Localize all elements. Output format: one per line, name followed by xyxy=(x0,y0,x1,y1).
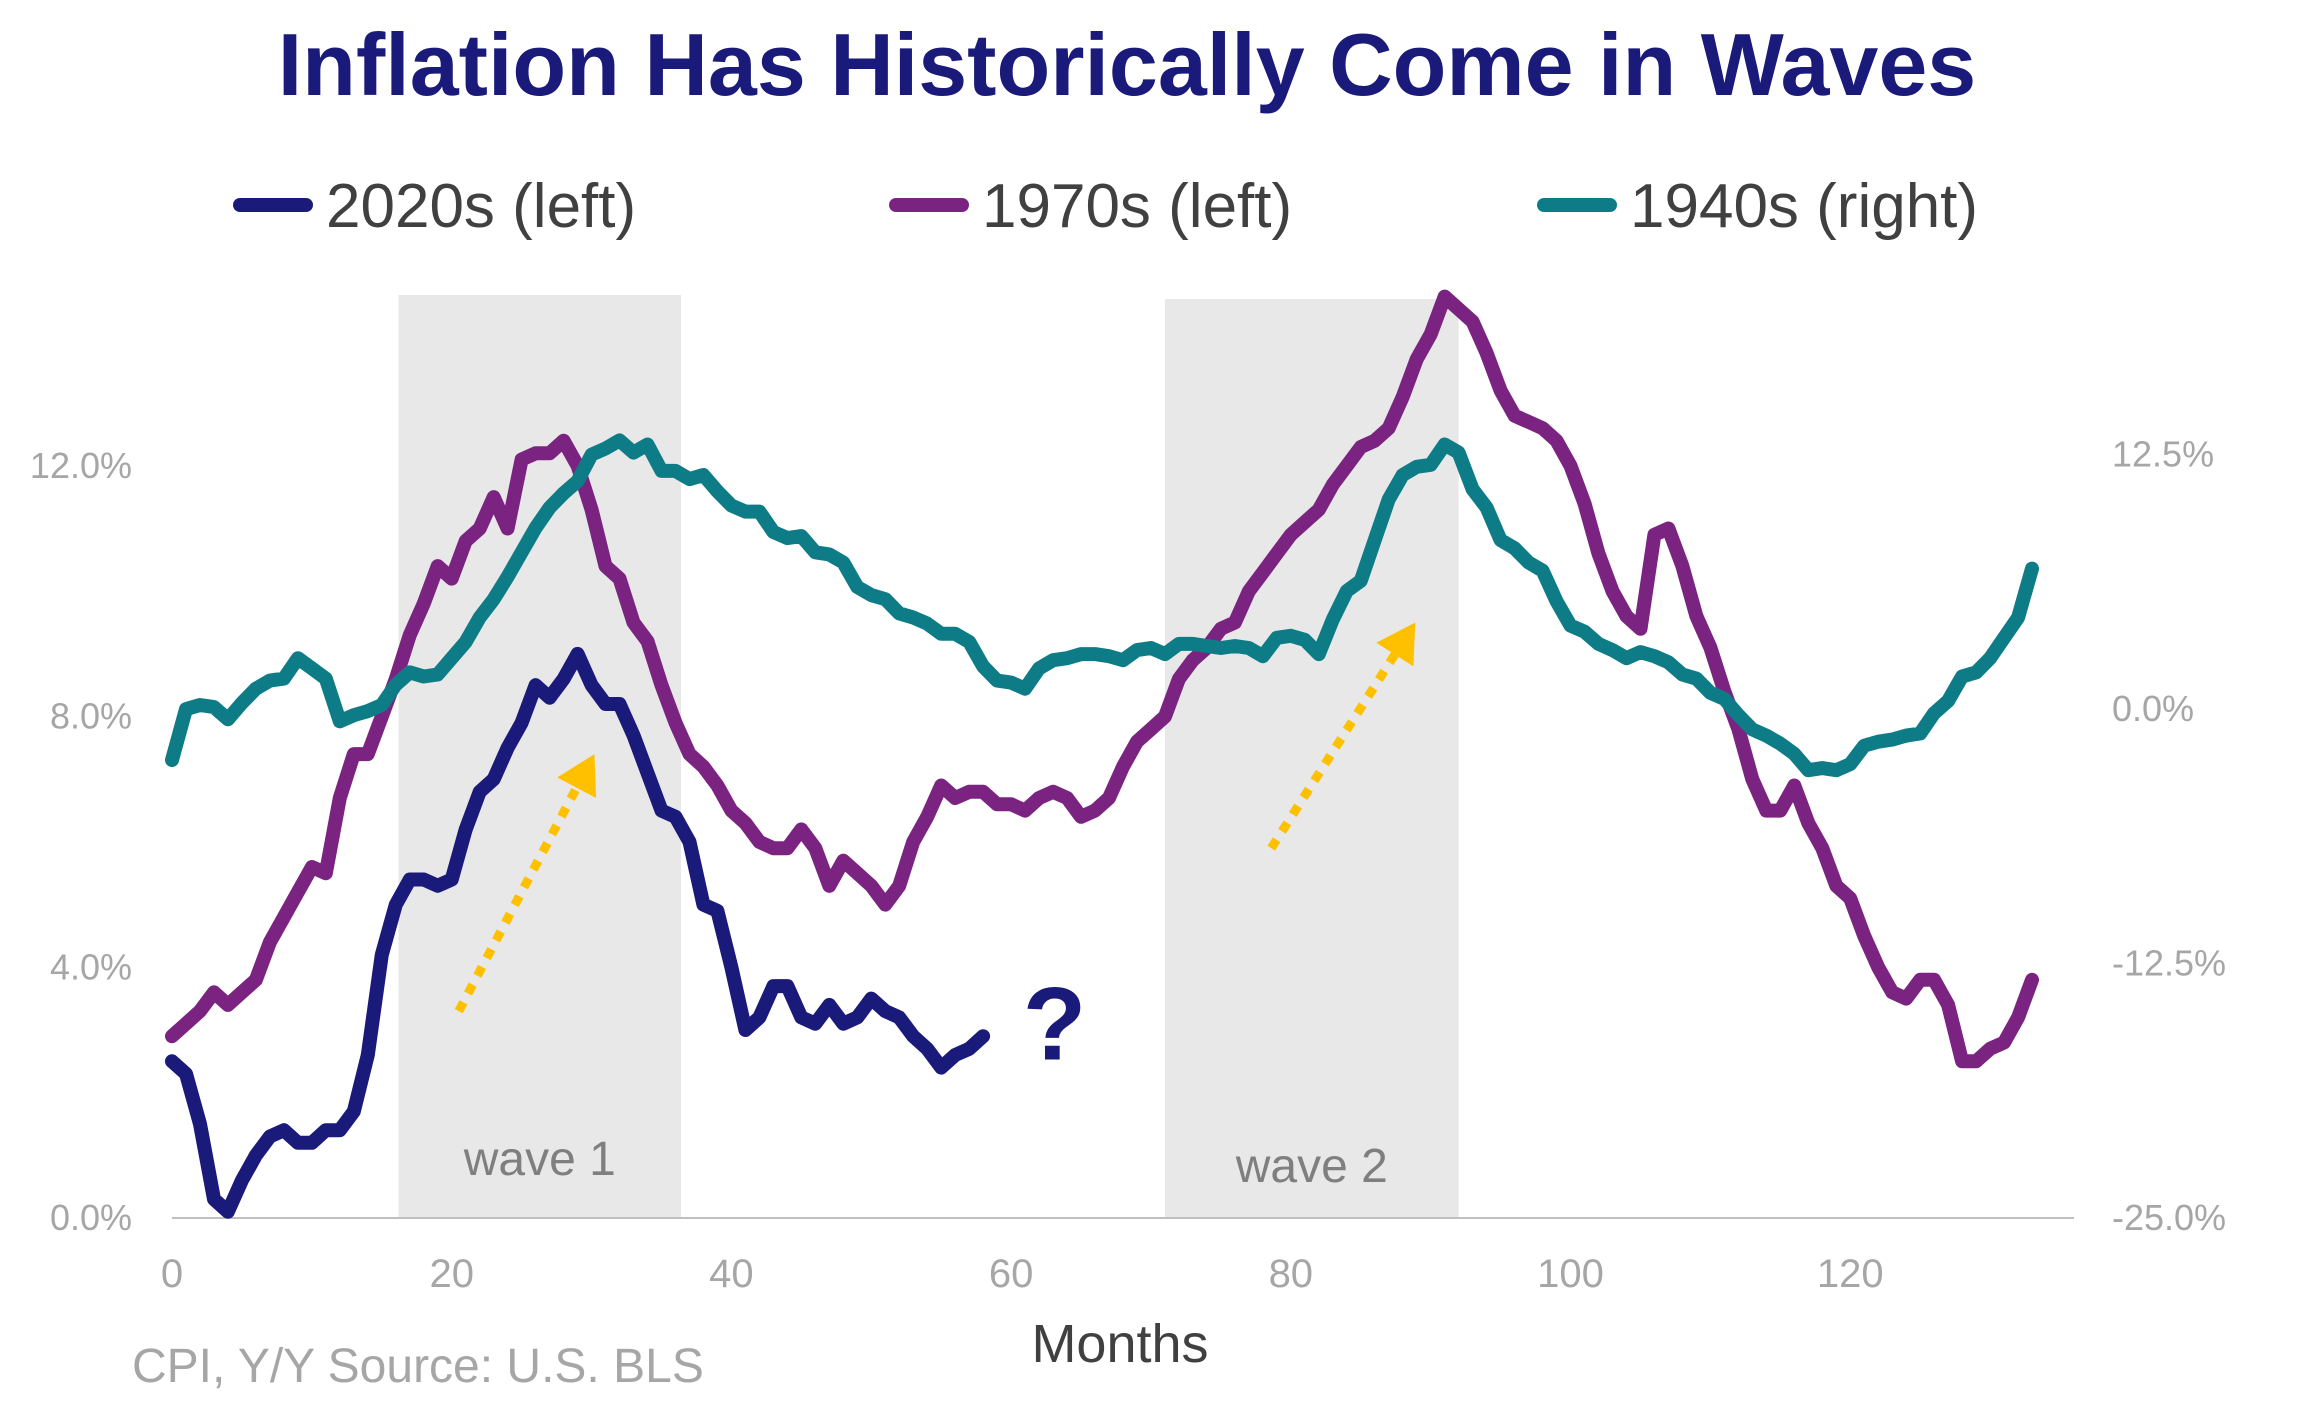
x-tick-label: 100 xyxy=(1537,1252,1604,1296)
legend-label-1: 2020s (left) xyxy=(326,172,636,241)
x-tick-label: 80 xyxy=(1269,1252,1314,1296)
series-line-1940s xyxy=(165,433,2039,778)
x-tick-label: 60 xyxy=(989,1252,1034,1296)
x-axis-label: Months xyxy=(1031,1314,1208,1374)
legend-label-3: 1940s (right) xyxy=(1630,172,1978,241)
y-left-tick-label: 12.0% xyxy=(30,445,132,486)
chart-title: Inflation Has Historically Come in Waves xyxy=(278,15,1977,114)
question-mark-annotation: ? xyxy=(1023,967,1087,1083)
shaded-region-2 xyxy=(1164,299,1459,1219)
shaded-region-label-2: wave 2 xyxy=(1235,1140,1388,1193)
legend-label-2: 1970s (left) xyxy=(982,172,1292,241)
trend-arrow-head-2 xyxy=(1376,622,1416,667)
x-tick-label: 0 xyxy=(161,1252,183,1296)
x-tick-label: 20 xyxy=(429,1252,474,1296)
series-line-1970s xyxy=(165,289,2039,1069)
source-note: CPI, Y/Y Source: U.S. BLS xyxy=(132,1340,704,1393)
y-right-tick-label: -12.5% xyxy=(2112,943,2226,984)
y-right-tick-label: 12.5% xyxy=(2112,434,2214,475)
y-right-tick-label: -25.0% xyxy=(2112,1197,2226,1238)
series-line-2020s xyxy=(165,646,991,1219)
x-tick-label: 40 xyxy=(709,1252,754,1296)
y-left-tick-label: 0.0% xyxy=(50,1197,132,1238)
x-tick-label: 120 xyxy=(1817,1252,1884,1296)
trend-arrow-head-1 xyxy=(557,754,597,798)
y-left-tick-label: 8.0% xyxy=(50,696,132,737)
shaded-region-label-1: wave 1 xyxy=(463,1133,616,1186)
y-left-tick-label: 4.0% xyxy=(50,946,132,987)
y-right-tick-label: 0.0% xyxy=(2112,688,2194,729)
trend-arrow-1 xyxy=(454,785,581,1014)
